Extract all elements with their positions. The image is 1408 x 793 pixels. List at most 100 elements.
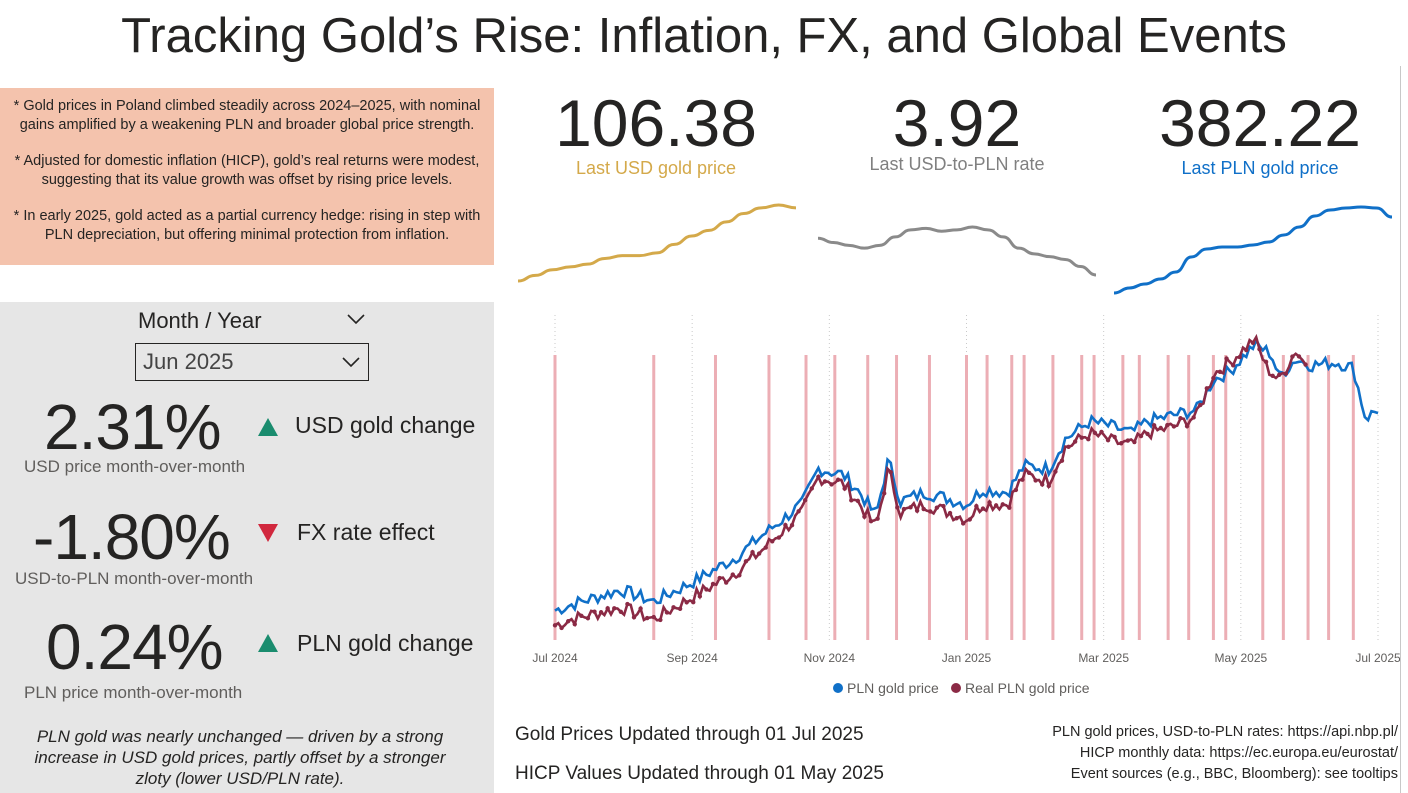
data-point[interactable]: [1283, 371, 1289, 376]
data-point[interactable]: [559, 625, 564, 631]
data-point[interactable]: [1250, 340, 1256, 345]
data-point[interactable]: [1138, 433, 1144, 439]
event-marker[interactable]: [1351, 355, 1355, 640]
data-point[interactable]: [677, 606, 683, 611]
data-point[interactable]: [651, 614, 656, 620]
data-point[interactable]: [822, 479, 828, 484]
data-point[interactable]: [1257, 346, 1262, 352]
data-point[interactable]: [849, 498, 854, 503]
data-point[interactable]: [552, 623, 558, 628]
data-point[interactable]: [796, 509, 801, 514]
data-point[interactable]: [855, 498, 861, 504]
data-point[interactable]: [941, 503, 946, 509]
data-point[interactable]: [993, 503, 999, 508]
data-point[interactable]: [565, 619, 571, 624]
data-point[interactable]: [1007, 505, 1012, 510]
data-point[interactable]: [783, 522, 788, 528]
data-point[interactable]: [1303, 362, 1308, 367]
data-point[interactable]: [631, 615, 637, 620]
data-point[interactable]: [947, 510, 953, 516]
data-point[interactable]: [1013, 487, 1019, 493]
data-point[interactable]: [1119, 441, 1124, 446]
event-marker[interactable]: [1137, 355, 1141, 640]
data-point[interactable]: [1020, 477, 1025, 482]
data-point[interactable]: [1198, 402, 1203, 408]
event-marker[interactable]: [833, 355, 837, 640]
data-point[interactable]: [789, 523, 795, 528]
data-point[interactable]: [717, 575, 722, 581]
data-point[interactable]: [1046, 483, 1051, 489]
data-point[interactable]: [1296, 354, 1302, 359]
data-point[interactable]: [1072, 439, 1078, 444]
data-point[interactable]: [809, 486, 814, 491]
data-point[interactable]: [1066, 444, 1071, 449]
data-point[interactable]: [585, 616, 591, 621]
data-point[interactable]: [862, 514, 867, 519]
data-point[interactable]: [579, 613, 584, 618]
data-point[interactable]: [921, 506, 926, 512]
data-point[interactable]: [1171, 424, 1177, 429]
data-point[interactable]: [875, 516, 880, 521]
data-point[interactable]: [612, 606, 617, 611]
data-point[interactable]: [710, 581, 716, 587]
event-marker[interactable]: [1261, 355, 1265, 640]
data-point[interactable]: [1178, 416, 1183, 421]
data-point[interactable]: [1125, 438, 1131, 443]
data-point[interactable]: [605, 606, 610, 611]
data-point[interactable]: [730, 572, 735, 577]
event-marker[interactable]: [652, 355, 656, 640]
data-point[interactable]: [1000, 502, 1005, 507]
event-marker[interactable]: [1224, 355, 1228, 640]
event-marker[interactable]: [965, 355, 968, 640]
data-point[interactable]: [691, 600, 696, 605]
data-point[interactable]: [1033, 478, 1038, 483]
data-point[interactable]: [1026, 470, 1032, 476]
data-point[interactable]: [888, 470, 893, 475]
data-point[interactable]: [1237, 354, 1242, 360]
data-point[interactable]: [743, 559, 749, 564]
data-point[interactable]: [704, 587, 709, 592]
data-point[interactable]: [802, 497, 808, 503]
data-point[interactable]: [638, 606, 643, 611]
data-point[interactable]: [1204, 386, 1210, 391]
data-point[interactable]: [658, 617, 663, 623]
data-point[interactable]: [1112, 434, 1117, 440]
data-point[interactable]: [723, 580, 729, 585]
event-marker[interactable]: [1092, 355, 1096, 640]
data-point[interactable]: [1244, 347, 1249, 353]
data-point[interactable]: [1099, 429, 1104, 435]
data-point[interactable]: [835, 477, 841, 482]
data-point[interactable]: [928, 509, 933, 514]
data-point[interactable]: [1086, 437, 1091, 442]
data-point[interactable]: [1290, 354, 1295, 359]
data-point[interactable]: [1277, 372, 1282, 377]
data-point[interactable]: [671, 605, 676, 610]
event-marker[interactable]: [1166, 355, 1170, 640]
data-point[interactable]: [592, 609, 597, 614]
data-point[interactable]: [816, 474, 821, 479]
data-point[interactable]: [625, 601, 630, 607]
data-point[interactable]: [842, 486, 847, 491]
event-marker[interactable]: [1306, 355, 1310, 640]
month-year-dropdown[interactable]: Jun 2025: [135, 343, 369, 381]
data-point[interactable]: [980, 506, 986, 511]
data-point[interactable]: [737, 573, 742, 578]
data-point[interactable]: [961, 521, 966, 526]
data-point[interactable]: [1211, 375, 1216, 381]
data-point[interactable]: [763, 545, 768, 550]
data-point[interactable]: [1151, 423, 1157, 428]
data-point[interactable]: [1184, 423, 1190, 429]
data-point[interactable]: [829, 482, 834, 487]
data-point[interactable]: [882, 491, 887, 496]
event-marker[interactable]: [1051, 355, 1055, 640]
data-point[interactable]: [770, 539, 775, 544]
event-marker[interactable]: [1080, 355, 1084, 640]
legend-label[interactable]: PLN gold price: [847, 680, 939, 696]
data-point[interactable]: [934, 505, 940, 510]
data-point[interactable]: [895, 505, 900, 510]
data-point[interactable]: [1132, 439, 1137, 445]
legend-label[interactable]: Real PLN gold price: [965, 680, 1090, 696]
event-marker[interactable]: [1281, 355, 1285, 640]
event-marker[interactable]: [1022, 355, 1026, 640]
data-point[interactable]: [954, 516, 959, 521]
